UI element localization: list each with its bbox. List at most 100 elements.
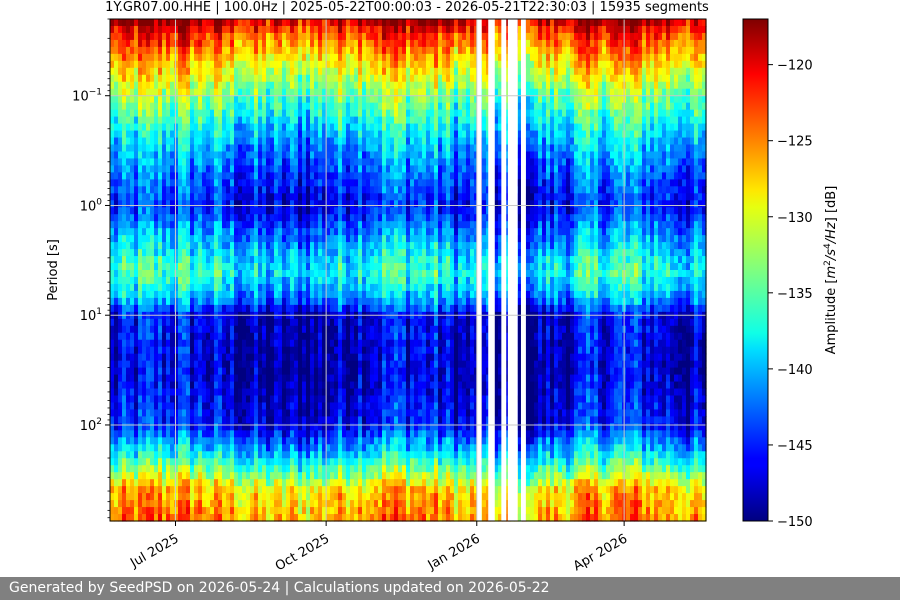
heatmap-cell [182,388,187,397]
heatmap-cell [118,270,123,278]
heatmap-cell [114,353,119,362]
heatmap-cell [186,46,191,55]
heatmap-cell [378,514,383,522]
heatmap-cell [350,472,355,480]
heatmap-cell [246,144,251,153]
heatmap-cell [166,409,171,418]
heatmap-cell [342,256,347,264]
heatmap-cell [358,158,363,167]
heatmap-cell [298,228,303,236]
heatmap-cell [150,381,155,390]
heatmap-cell [154,32,159,41]
heatmap-cell [254,109,259,118]
heatmap-cell [354,270,359,278]
heatmap-cell [286,32,291,41]
heatmap-cell [194,221,199,229]
heatmap-cell [274,346,279,355]
heatmap-cell [290,276,295,285]
heatmap-cell [266,60,271,69]
heatmap-cell [110,325,115,334]
heatmap-cell [286,193,291,201]
heatmap-cell [214,249,219,257]
heatmap-cell [262,430,267,438]
heatmap-cell [362,493,367,501]
heatmap-cell [322,249,327,257]
heatmap-cell [166,325,171,334]
heatmap-cell [246,290,251,299]
heatmap-cell [218,472,223,480]
heatmap-cell [134,179,139,187]
heatmap-cell [130,374,135,383]
heatmap-cell [354,332,359,341]
heatmap-cell [266,256,271,264]
heatmap-cell [294,451,299,459]
heatmap-cell [330,123,335,132]
heatmap-cell [246,500,251,508]
heatmap-cell [286,479,291,487]
heatmap-cell [350,374,355,383]
heatmap-cell [366,444,371,452]
heatmap-cell [286,46,291,55]
heatmap-cell [314,444,319,452]
heatmap-cell [186,242,191,250]
heatmap-cell [194,465,199,473]
heatmap-cell [126,479,131,487]
heatmap-cell [242,242,247,250]
heatmap-cell [222,263,227,271]
heatmap-cell [174,25,179,34]
heatmap-cell [306,74,311,83]
heatmap-cell [342,486,347,494]
heatmap-cell [314,200,319,208]
heatmap-cell [294,179,299,187]
heatmap-cell [162,263,167,271]
heatmap-cell [278,437,283,445]
heatmap-cell [330,276,335,285]
heatmap-cell [222,144,227,153]
heatmap-cell [274,360,279,369]
heatmap-cell [254,486,259,494]
heatmap-cell [382,297,387,306]
heatmap-cell [190,353,195,362]
heatmap-cell [282,39,287,48]
heatmap-cell [190,249,195,257]
heatmap-cell [346,214,351,222]
heatmap-cell [226,381,231,390]
heatmap-cell [286,235,291,243]
heatmap-cell [230,360,235,369]
heatmap-cell [322,388,327,397]
heatmap-cell [334,304,339,313]
heatmap-cell [366,214,371,222]
heatmap-cell [338,409,343,418]
heatmap-cell [314,416,319,424]
heatmap-cell [378,179,383,187]
heatmap-cell [186,416,191,424]
heatmap-cell [362,270,367,278]
heatmap-cell [298,437,303,445]
heatmap-cell [286,228,291,236]
heatmap-cell [270,451,275,459]
heatmap-cell [154,123,159,132]
heatmap-cell [142,19,147,27]
heatmap-cell [370,137,375,146]
heatmap-cell [262,19,267,27]
heatmap-cell [138,402,143,411]
heatmap-cell [326,270,331,278]
heatmap-cell [266,186,271,194]
heatmap-cell [214,270,219,278]
heatmap-cell [146,283,151,292]
heatmap-cell [214,19,219,27]
heatmap-cell [170,193,175,201]
heatmap-cell [174,472,179,480]
heatmap-cell [146,276,151,285]
heatmap-cell [282,179,287,187]
heatmap-cell [342,88,347,97]
heatmap-cell [334,165,339,173]
heatmap-cell [234,74,239,83]
heatmap-cell [386,172,391,180]
heatmap-cell [342,472,347,480]
heatmap-cell [150,472,155,480]
heatmap-cell [330,144,335,153]
heatmap-cell [202,130,207,139]
heatmap-cell [170,19,175,27]
heatmap-cell [142,151,147,160]
